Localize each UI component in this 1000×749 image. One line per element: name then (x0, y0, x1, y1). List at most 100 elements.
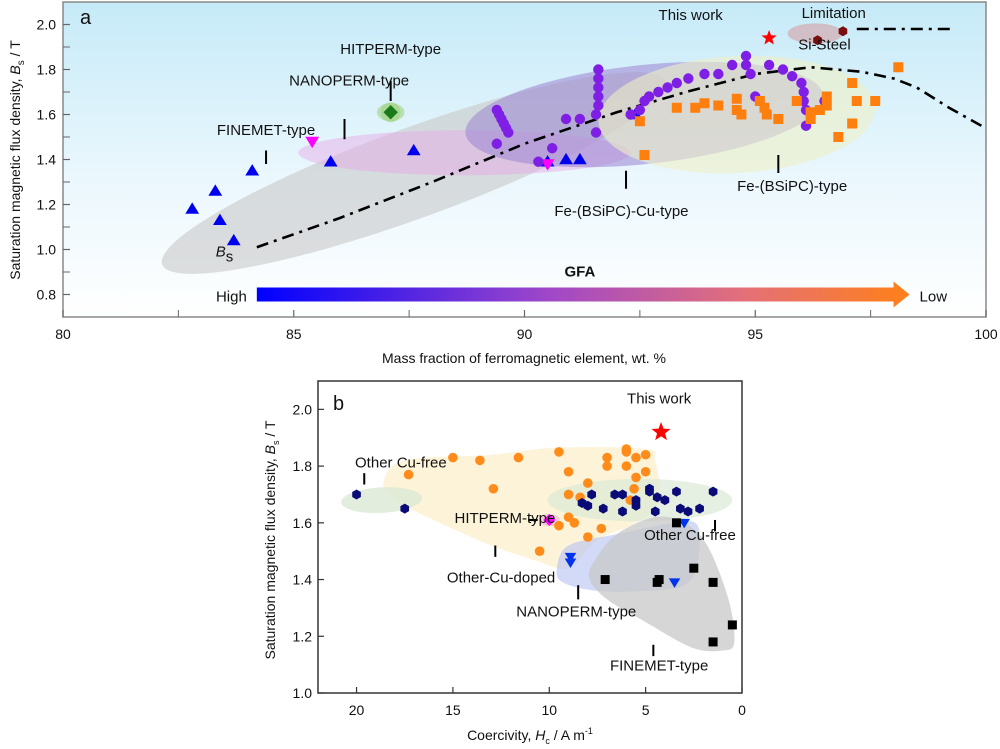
data-point-fe-bsipc-cu-type (634, 104, 646, 116)
data-point-fe-bsipc-cu-type (796, 77, 807, 89)
x-title-subscript: c (545, 736, 550, 746)
data-point-other-cu-doped (448, 452, 458, 463)
data-point-fe-bsipc-cu-type (786, 71, 798, 82)
x-tick-label: 100 (974, 326, 998, 342)
y-title-symbol: B (7, 65, 23, 74)
series-other-cu-free (352, 483, 718, 517)
data-point-fe-bsipc-cu-type (740, 59, 752, 71)
data-point-other-cu-doped (403, 469, 414, 480)
data-point-hitperm-type (543, 513, 556, 526)
data-point-this-work (761, 30, 777, 45)
annotation-nanoperm-type: NANOPERM-type (289, 72, 409, 89)
data-point-other-cu-free (675, 503, 685, 514)
data-point-other-cu-free (660, 495, 670, 506)
data-point-fe-bsipc-cu-type (643, 91, 655, 102)
y-tick-label: 2.0 (37, 17, 57, 33)
data-point-fe-bsipc-type (690, 102, 701, 113)
data-point-other-cu-free (695, 503, 704, 514)
annotation-b-s: Bs (216, 243, 234, 265)
annotation-this-work: This work (627, 391, 692, 408)
panel-b-y-axis-title: Saturation magnetic flux density, Bs / T (262, 420, 281, 659)
annotation-finemet-type: FINEMET-type (217, 122, 315, 139)
data-point-other-cu-free (610, 489, 620, 500)
y-title-subscript: s (271, 440, 281, 445)
y-title-unit: / T (7, 40, 23, 60)
data-point-other-cu-free (645, 486, 654, 497)
data-point-fe-bsipc-cu-type (560, 113, 572, 125)
panel-a: GFA High Low FINEMET-type NANOPERM-type HITP… (7, 1, 998, 366)
data-point-fe-bsipc-type (736, 109, 747, 120)
data-point-fe-bsipc-cu-type (699, 68, 710, 80)
data-point-nanoperm-type (564, 558, 577, 569)
data-point-nanoperm-type (305, 136, 320, 149)
y-title-unit: / T (262, 420, 278, 440)
data-point-fe-bsipc-cu-type (590, 109, 602, 120)
data-point-fe-bsipc-type (847, 118, 858, 129)
data-point-other-cu-free (683, 506, 693, 517)
x-title-symbol: H (535, 727, 546, 743)
gfa-arrow: GFA High Low (216, 264, 947, 308)
data-point-fe-bsipc-type (639, 150, 650, 160)
data-point-fe-bsipc-type (759, 102, 770, 113)
x-tick-label: 95 (747, 326, 763, 342)
data-point-fe-bsipc-cu-type (798, 86, 809, 98)
region-si-steel (787, 23, 843, 44)
series-si-steel (813, 26, 848, 46)
data-point-other-cu-doped (602, 452, 612, 463)
y-title-text: Saturation magnetic flux density, (7, 75, 23, 280)
x-title-text: Coercivity, (467, 727, 535, 743)
data-point-finemet-type (245, 164, 260, 176)
data-point-other-cu-doped (596, 523, 607, 534)
data-point-si-steel (838, 26, 848, 37)
data-point-fe-bsipc-type (671, 102, 682, 113)
y-tick-label: 1.0 (293, 685, 313, 701)
data-point-other-cu-doped (563, 466, 574, 477)
data-point-other-cu-free (672, 486, 681, 497)
x-title-unit: / A m (550, 727, 585, 743)
data-point-fe-bsipc-type (699, 98, 710, 109)
data-point-fe-bsipc-cu-type (713, 68, 724, 80)
data-point-fe-bsipc-cu-type (740, 50, 752, 62)
data-point-fe-bsipc-type (773, 114, 784, 124)
data-point-other-cu-doped (513, 452, 524, 463)
data-point-nanoperm-type (678, 518, 690, 529)
panel-a-annotations: FINEMET-type NANOPERM-type HITPERM-type Fe-… (216, 5, 866, 266)
data-point-fe-bsipc-type (761, 109, 772, 120)
gfa-gradient-arrow (256, 281, 910, 308)
gfa-label: GFA (564, 264, 595, 281)
panel-a-axes: 80 85 90 95 100 0.8 1.0 1.2 1.4 1.6 1.8 2.0 (37, 17, 998, 343)
annotation-other-cu-doped: Other-Cu-doped (447, 569, 555, 586)
annotation-si-steel: Si-Steel (798, 36, 851, 53)
data-point-other-cu-doped (475, 455, 485, 466)
data-point-fe-bsipc-cu-type (726, 59, 738, 71)
x-tick-label: 20 (349, 702, 365, 718)
data-point-other-cu-doped (631, 452, 641, 463)
data-point-other-cu-free (352, 489, 361, 500)
data-point-si-steel (813, 35, 822, 46)
data-point-nanoperm-type (540, 159, 555, 171)
data-point-other-cu-doped (621, 447, 632, 457)
data-point-other-cu-doped (640, 466, 651, 477)
data-point-finemet-type (226, 233, 241, 246)
data-point-finemet-type (572, 152, 587, 165)
panel-b-axes: 20 15 10 5 0 1.0 1.2 1.4 1.6 1.8 2.0 (293, 401, 747, 718)
data-point-fe-bsipc-type (791, 96, 802, 106)
gfa-low-label: Low (920, 289, 948, 306)
data-point-other-cu-doped (629, 483, 639, 494)
annotation-other-cu-free: Other Cu-free (644, 527, 736, 544)
data-point-other-cu-doped (554, 447, 564, 457)
data-point-fe-bsipc-cu-type (662, 82, 673, 93)
data-point-other-cu-free (631, 500, 641, 511)
data-point-other-cu-free (652, 492, 662, 503)
data-point-other-cu-free (618, 506, 627, 517)
data-point-fe-bsipc-type (814, 105, 825, 115)
y-tick-label: 1.2 (37, 197, 57, 213)
series-finemet-type (600, 518, 737, 647)
data-point-other-cu-doped (640, 449, 651, 460)
data-point-fe-bsipc-type (851, 96, 862, 106)
data-point-fe-bsipc-type (893, 62, 904, 73)
data-point-finemet-type (600, 575, 610, 585)
data-point-other-cu-doped (554, 520, 564, 531)
annotation-hitperm-type: HITPERM-type (340, 41, 441, 58)
